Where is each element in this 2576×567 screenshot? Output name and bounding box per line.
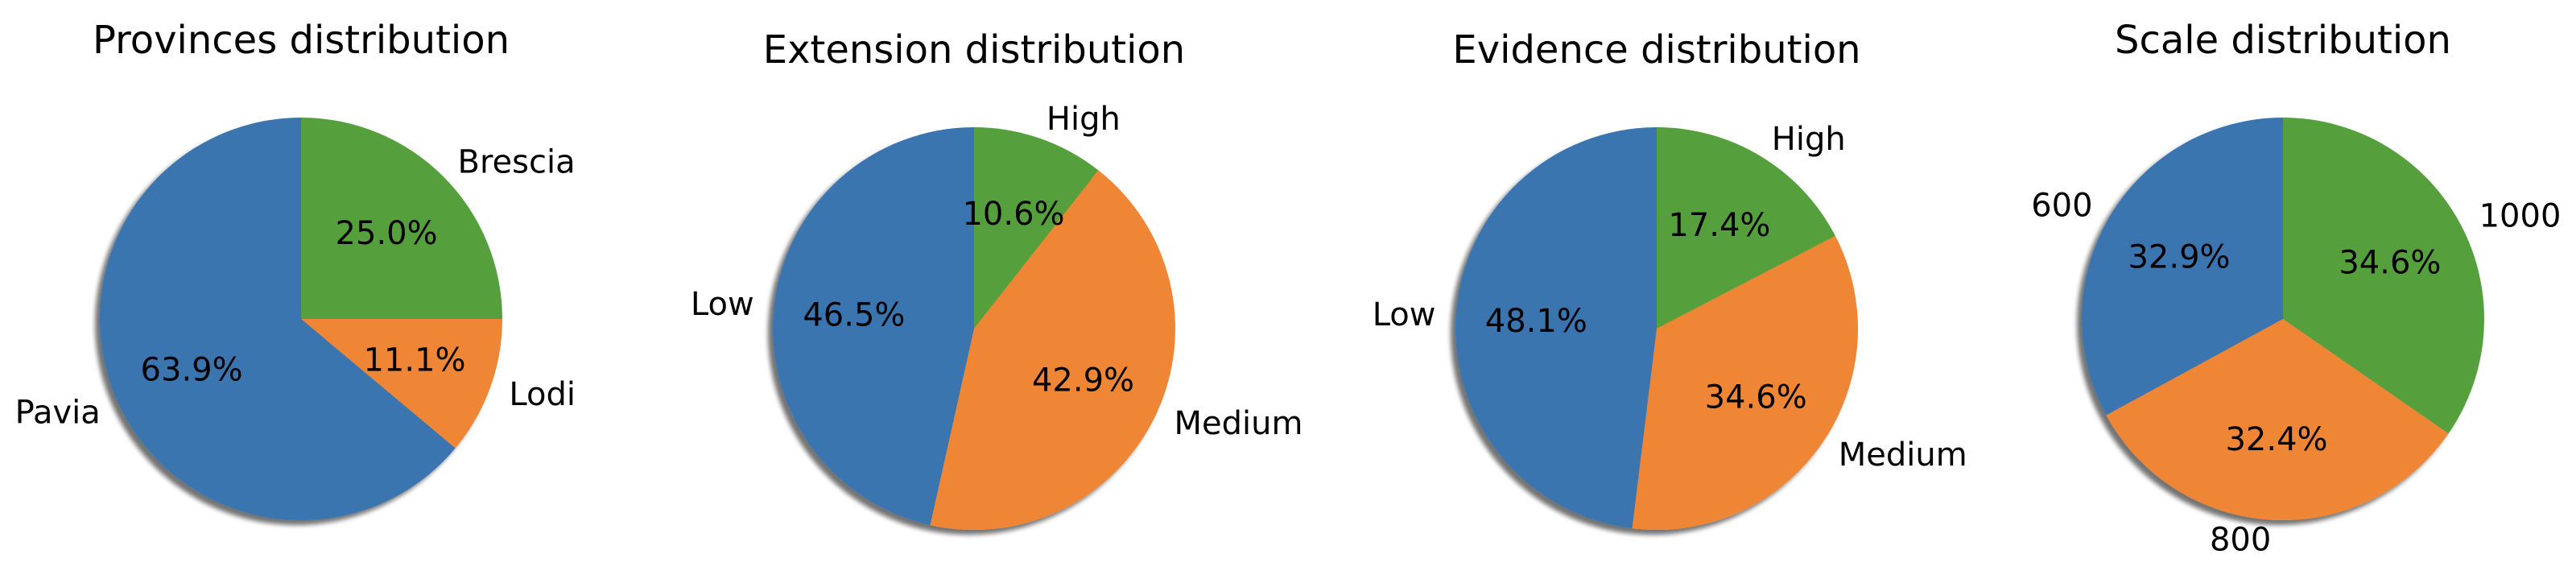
slice-high	[974, 127, 1099, 329]
percent-label: 32.4%	[2225, 421, 2327, 458]
chart-title: Extension distribution	[763, 27, 1185, 72]
pie-slices	[2082, 118, 2484, 520]
category-label-600: 600	[2031, 188, 2092, 225]
slice-800	[2106, 319, 2449, 520]
percent-label: 34.6%	[2339, 244, 2441, 281]
percent-label: 32.9%	[2128, 238, 2230, 275]
chart-title: Evidence distribution	[1452, 27, 1860, 72]
category-label-high: High	[1046, 101, 1121, 138]
percent-label: 48.1%	[1485, 303, 1587, 340]
slice-brescia	[301, 118, 502, 319]
percent-label: 46.5%	[803, 297, 905, 334]
slice-high	[1657, 127, 1835, 329]
slice-medium	[1632, 235, 1859, 531]
category-label-medium: Medium	[1174, 405, 1303, 442]
category-label-800: 800	[2210, 522, 2271, 559]
pie-chart-2: Extension distribution 10.6% High 42.9% Medi…	[691, 27, 1303, 530]
pie-slices	[772, 127, 1175, 530]
pie-slices	[1455, 127, 1859, 531]
category-label-brescia: Brescia	[458, 144, 576, 181]
percent-label: 11.1%	[363, 341, 465, 379]
pie-chart-1: Provinces distribution 25.0% Brescia 11.1% L…	[15, 18, 576, 520]
slice-pavia	[99, 117, 456, 520]
pie-slices	[99, 117, 502, 520]
percent-label: 17.4%	[1668, 207, 1770, 244]
chart-title: Scale distribution	[2115, 18, 2451, 63]
percent-label: 10.6%	[962, 196, 1064, 233]
category-label-lodi: Lodi	[509, 376, 576, 413]
slice-low	[1455, 127, 1657, 529]
percent-label: 42.9%	[1032, 362, 1134, 399]
percent-label: 25.0%	[336, 215, 438, 252]
slice-medium	[930, 170, 1175, 530]
category-label-pavia: Pavia	[15, 394, 101, 431]
percent-label: 34.6%	[1705, 379, 1807, 416]
category-label-low: Low	[1373, 296, 1436, 333]
slice-600	[2082, 118, 2283, 416]
percent-label: 63.9%	[141, 351, 243, 388]
chart-title: Provinces distribution	[93, 18, 510, 63]
slice-lodi	[301, 319, 502, 449]
category-label-low: Low	[691, 286, 754, 323]
category-label-high: High	[1772, 121, 1846, 158]
pie-chart-3: Evidence distribution 17.4% High 34.6% Mediu…	[1373, 27, 1967, 531]
slice-low	[772, 127, 974, 525]
category-label-medium: Medium	[1839, 437, 1967, 474]
pie-chart-4: Scale distribution 34.6% 1000 32.4% 800 32.9%…	[2031, 18, 2561, 559]
slice-1000	[2283, 118, 2484, 434]
category-label-1000: 1000	[2479, 197, 2562, 234]
